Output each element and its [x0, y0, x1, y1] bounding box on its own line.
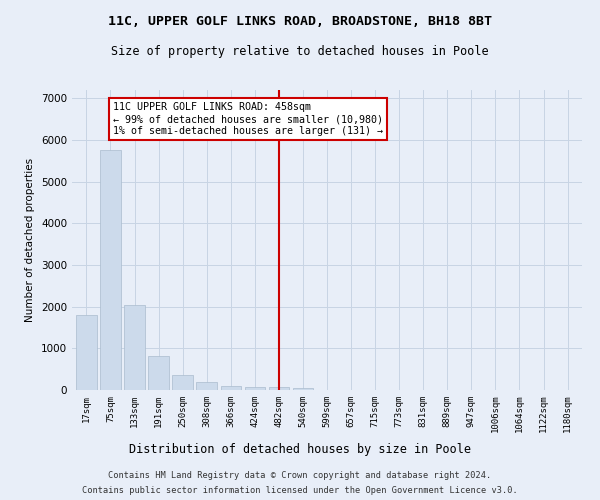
Text: Size of property relative to detached houses in Poole: Size of property relative to detached ho… — [111, 45, 489, 58]
Text: Contains public sector information licensed under the Open Government Licence v3: Contains public sector information licen… — [82, 486, 518, 495]
Bar — [172, 376, 193, 390]
Bar — [245, 386, 265, 390]
Text: 11C UPPER GOLF LINKS ROAD: 458sqm
← 99% of detached houses are smaller (10,980)
: 11C UPPER GOLF LINKS ROAD: 458sqm ← 99% … — [113, 102, 383, 136]
Text: Contains HM Land Registry data © Crown copyright and database right 2024.: Contains HM Land Registry data © Crown c… — [109, 471, 491, 480]
Bar — [221, 386, 241, 390]
Bar — [124, 304, 145, 390]
Bar — [100, 150, 121, 390]
Text: 11C, UPPER GOLF LINKS ROAD, BROADSTONE, BH18 8BT: 11C, UPPER GOLF LINKS ROAD, BROADSTONE, … — [108, 15, 492, 28]
Y-axis label: Number of detached properties: Number of detached properties — [25, 158, 35, 322]
Bar — [148, 356, 169, 390]
Bar — [76, 315, 97, 390]
Text: Distribution of detached houses by size in Poole: Distribution of detached houses by size … — [129, 442, 471, 456]
Bar — [196, 382, 217, 390]
Bar — [269, 386, 289, 390]
Bar — [293, 388, 313, 390]
